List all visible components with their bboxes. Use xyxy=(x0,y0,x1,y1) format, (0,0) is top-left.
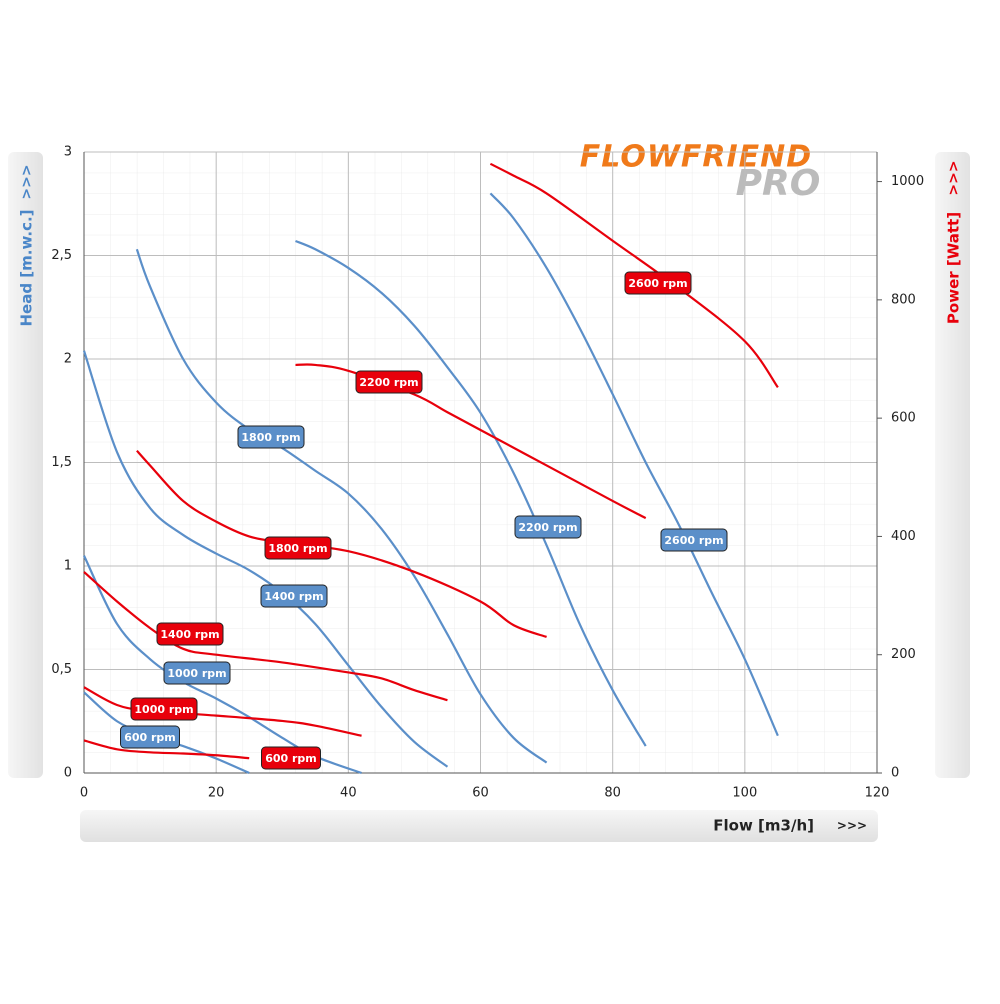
curve xyxy=(83,571,448,702)
y-tick-label: 3 xyxy=(64,145,72,160)
curve xyxy=(295,239,647,747)
curve-label-box xyxy=(264,536,332,560)
curve-label: 2200 rpm xyxy=(518,521,577,534)
logo-sub: PRO xyxy=(736,163,821,204)
curve xyxy=(489,162,779,389)
y2-tick-label: 200 xyxy=(891,647,916,662)
y-tick-label: 1 xyxy=(64,559,72,574)
x-tick-label: 80 xyxy=(604,786,621,801)
logo: FLOWFRIEND xyxy=(580,140,812,175)
curve-label-box xyxy=(237,425,305,449)
curve xyxy=(83,686,362,737)
y2-tick-label: 400 xyxy=(891,529,916,544)
curve-label-box xyxy=(624,271,692,295)
x-tick-label: 60 xyxy=(472,786,489,801)
curve xyxy=(82,350,449,768)
curve-label-box xyxy=(660,528,728,552)
curve-label: 2600 rpm xyxy=(628,277,687,290)
right-arrow: >>> xyxy=(946,160,962,195)
x-tick-label: 0 xyxy=(80,786,88,801)
x-tick-label: 100 xyxy=(732,786,757,801)
curve-label-box xyxy=(120,725,180,749)
left-panel xyxy=(8,152,43,778)
curve-label: 1400 rpm xyxy=(160,628,219,641)
curve-label: 1800 rpm xyxy=(241,431,300,444)
y-tick-label: 1,5 xyxy=(51,455,72,470)
y-tick-label: 2 xyxy=(64,352,72,367)
curve-label: 1400 rpm xyxy=(264,590,323,603)
curve-label: 1000 rpm xyxy=(134,703,193,716)
curve-label-box xyxy=(355,370,423,394)
x-tick-label: 120 xyxy=(865,786,890,801)
curve-label: 1800 rpm xyxy=(268,542,327,555)
curve-label: 2600 rpm xyxy=(664,534,723,547)
right-panel xyxy=(935,152,970,778)
curve-label-box xyxy=(261,746,321,770)
curve-label: 1000 rpm xyxy=(167,667,226,680)
bottom-panel xyxy=(80,810,878,842)
y2-tick-label: 800 xyxy=(891,292,916,307)
curve xyxy=(489,192,779,737)
y-axis-title: Head [m.w.c.] xyxy=(18,209,36,326)
curve-label-box xyxy=(260,584,328,608)
curve-label: 600 rpm xyxy=(265,752,317,765)
curve-label: 2200 rpm xyxy=(359,376,418,389)
y2-axis-title: Power [Watt] xyxy=(945,212,963,324)
curve xyxy=(83,739,250,760)
curve-label-box xyxy=(130,697,198,721)
y-tick-label: 0 xyxy=(64,766,72,781)
x-tick-label: 20 xyxy=(208,786,225,801)
y-tick-label: 0,5 xyxy=(51,662,72,677)
left-arrow: >>> xyxy=(19,164,35,199)
x-axis-title: Flow [m3/h] xyxy=(713,817,814,835)
y2-tick-label: 1000 xyxy=(891,174,924,189)
curve-label-box xyxy=(514,515,582,539)
curve-label-box xyxy=(156,622,224,646)
bottom-arrow: >>> xyxy=(837,819,867,833)
y2-tick-label: 600 xyxy=(891,411,916,426)
y2-tick-label: 0 xyxy=(891,766,899,781)
curve xyxy=(295,363,647,520)
curve xyxy=(135,248,548,764)
curve-label-box xyxy=(163,661,231,685)
y-tick-label: 2,5 xyxy=(51,248,72,263)
curve-label: 600 rpm xyxy=(124,731,176,744)
x-tick-label: 40 xyxy=(340,786,357,801)
